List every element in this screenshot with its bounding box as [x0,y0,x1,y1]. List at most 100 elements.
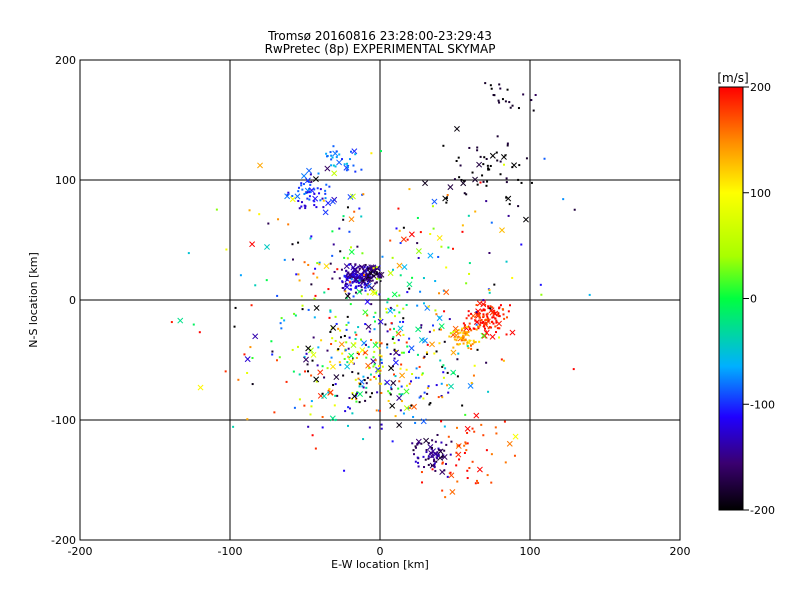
scatter-point [365,386,368,389]
scatter-point [534,94,537,97]
scatter-point [459,164,462,167]
scatter-point [443,310,446,313]
scatter-point [426,387,429,390]
scatter-point [433,463,436,466]
scatter-point [307,425,310,428]
scatter-point [440,382,443,385]
scatter-point [305,192,308,195]
scatter-point [471,427,474,430]
scatter-point [520,243,523,246]
scatter-point [325,152,328,155]
scatter-point [243,353,246,356]
scatter-point [367,280,370,283]
scatter-point [493,94,496,97]
scatter-point [456,445,459,448]
scatter-point [488,291,491,294]
scatter-point [319,199,322,202]
scatter-point-cross [396,262,403,269]
scatter-point [540,293,543,296]
scatter-point-cross [348,216,355,223]
scatter-point [357,284,360,287]
scatter-point [437,396,440,399]
scatter-point [443,449,446,452]
scatter-point [378,293,381,296]
scatter-point-cross [439,469,446,475]
scatter-point [449,471,452,474]
scatter-point [233,325,236,328]
scatter-point [372,316,375,319]
scatter-point [334,339,337,342]
scatter-point [484,330,487,333]
scatter-point [490,321,493,324]
scatter-point [291,348,294,351]
scatter-point [344,349,347,352]
scatter-point [440,394,443,397]
scatter-point [462,322,465,325]
scatter-point [476,348,479,351]
scatter-point [297,190,300,193]
scatter-point-cross [505,195,512,202]
scatter-point [379,150,382,153]
scatter-point [278,356,281,359]
scatter-point [497,312,500,315]
scatter-point [465,317,468,320]
scatter-point [300,182,303,185]
scatter-point [473,341,476,344]
scatter-point [482,313,485,316]
scatter-point [246,418,249,421]
scatter-point-cross [375,368,382,375]
scatter-point [440,245,443,248]
scatter-point-cross [344,284,351,291]
scatter-point [506,88,509,91]
scatter-point [455,330,458,333]
scatter-point [446,384,449,387]
scatter-point [329,262,332,265]
scatter-point [530,99,533,102]
scatter-point [380,427,383,430]
scatter-point [482,308,485,311]
scatter-point [398,229,401,232]
scatter-point [280,327,283,330]
scatter-point [511,276,514,279]
scatter-point [344,283,347,286]
scatter-point [441,455,444,458]
scatter-point [389,393,392,396]
scatter-point [500,358,503,361]
scatter-point [396,304,399,307]
scatter-point-cross [448,383,454,390]
scatter-point [319,188,322,191]
scatter-point [346,166,349,169]
scatter-point [445,197,448,200]
scatter-point [435,350,438,353]
scatter-point [461,404,464,407]
scatter-point [346,206,349,209]
scatter-point [352,295,355,298]
scatter-point [530,181,533,184]
scatter-point [485,184,488,187]
scatter-point [311,359,314,362]
scatter-point [308,195,311,198]
chart-title: Tromsø 20160816 23:28:00-23:29:43 [267,29,492,43]
scatter-point [458,444,461,447]
scatter-point [375,291,378,294]
scatter-point-cross [464,425,471,432]
scatter-point [304,207,307,210]
scatter-point [478,340,481,343]
y-axis-label: N-S location [km] [27,252,40,348]
scatter-point [307,308,310,311]
scatter-point [341,286,344,289]
scatter-point [475,328,478,331]
scatter-point [283,319,286,322]
scatter-point [463,326,466,329]
scatter-point [309,413,312,416]
scatter-point [349,284,352,287]
scatter-point [479,316,482,319]
scatter-point [333,404,336,407]
scatter-point-cross [476,300,483,307]
scatter-point [389,353,392,356]
scatter-point [485,449,488,452]
scatter-point [357,353,360,356]
scatter-point [503,317,506,320]
scatter-point [427,457,430,460]
scatter-point [338,153,341,156]
